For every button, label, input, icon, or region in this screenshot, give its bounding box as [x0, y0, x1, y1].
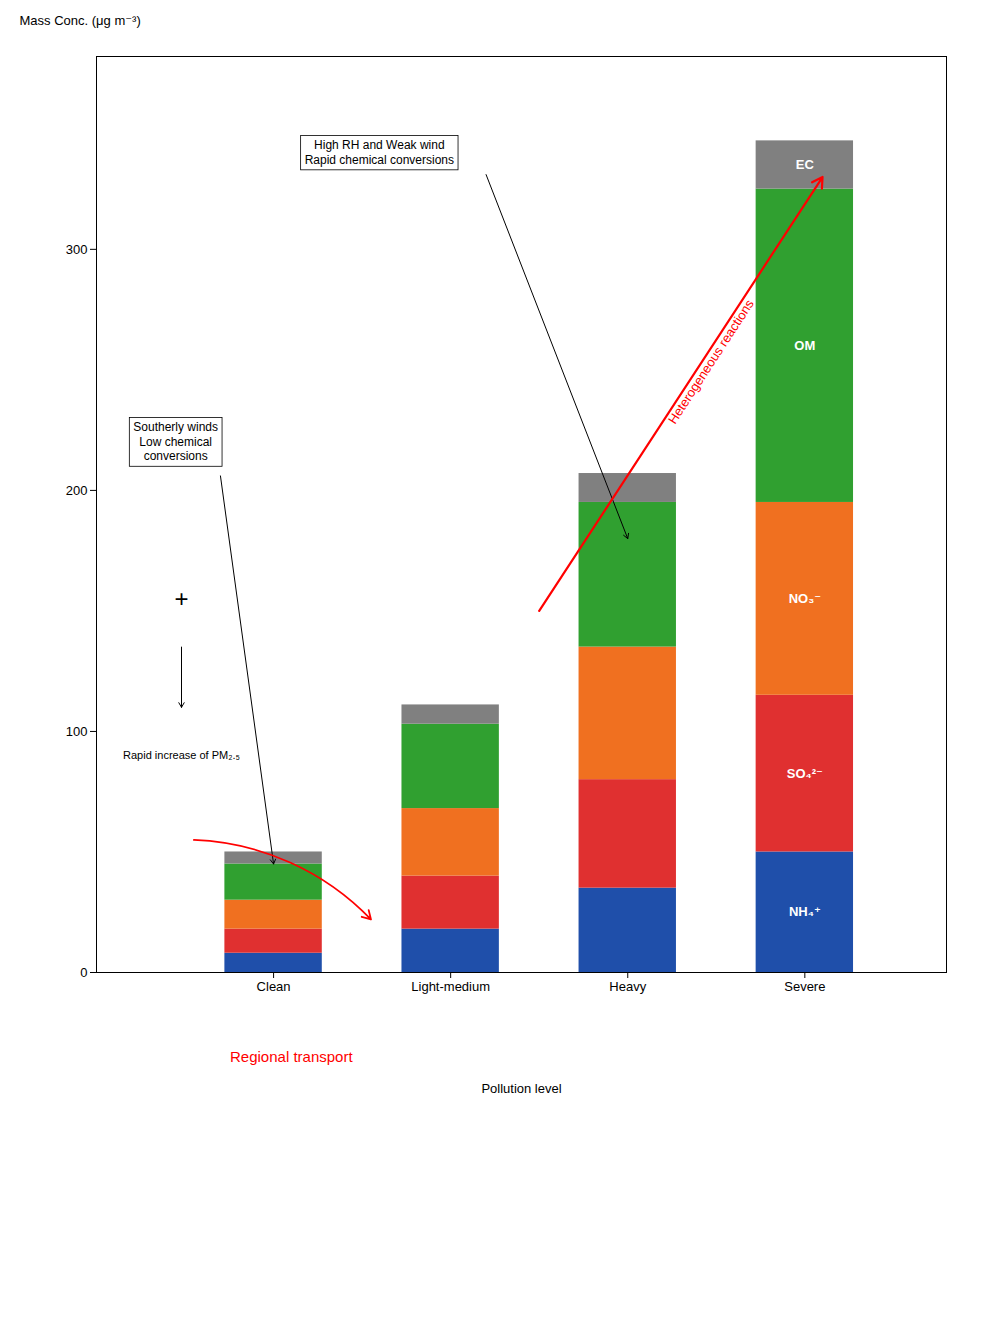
svg-text:SO₄²⁻: SO₄²⁻ — [787, 766, 823, 781]
svg-text:Light-medium: Light-medium — [411, 979, 490, 994]
svg-text:NO₃⁻: NO₃⁻ — [789, 591, 821, 606]
svg-text:NH₄⁺: NH₄⁺ — [789, 904, 821, 919]
svg-text:Regional transport: Regional transport — [230, 1048, 353, 1065]
svg-text:0: 0 — [80, 965, 87, 980]
svg-text:300: 300 — [66, 242, 88, 257]
svg-text:Pollution level: Pollution level — [481, 1081, 561, 1096]
svg-text:Mass Conc. (μg m⁻³): Mass Conc. (μg m⁻³) — [20, 13, 141, 28]
svg-text:100: 100 — [66, 724, 88, 739]
svg-text:+: + — [174, 585, 188, 612]
svg-text:Clean: Clean — [257, 979, 291, 994]
svg-text:Heterogeneous reactions: Heterogeneous reactions — [665, 296, 757, 426]
svg-text:200: 200 — [66, 483, 88, 498]
svg-text:High RH and Weak windRapid che: High RH and Weak windRapid chemical conv… — [305, 138, 454, 166]
svg-text:OM: OM — [794, 338, 815, 353]
svg-text:Rapid increase of PM₂.₅: Rapid increase of PM₂.₅ — [123, 749, 240, 761]
svg-text:Heavy: Heavy — [609, 979, 646, 994]
svg-text:Severe: Severe — [784, 979, 825, 994]
svg-text:EC: EC — [796, 157, 815, 172]
svg-text:Southerly windsLow chemicalcon: Southerly windsLow chemicalconversions — [133, 420, 218, 463]
